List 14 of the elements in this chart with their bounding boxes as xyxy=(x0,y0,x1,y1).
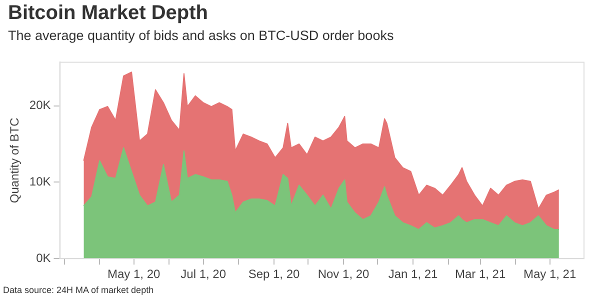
x-tick-label: Jul 1, 20 xyxy=(180,267,226,282)
x-tick-label: Nov 1, 20 xyxy=(318,267,370,282)
x-tick-label: Jan 1, 21 xyxy=(388,267,438,282)
y-axis-title: Quantity of BTC xyxy=(8,117,22,204)
y-tick-label: 10K xyxy=(29,174,51,188)
x-tick-label: Mar 1, 21 xyxy=(454,267,506,282)
source-note: Data source: 24H MA of market depth xyxy=(3,285,154,295)
y-tick-label: 0K xyxy=(36,250,51,265)
x-tick-label: May 1, 21 xyxy=(523,267,576,282)
chart-title: Bitcoin Market Depth xyxy=(8,2,208,25)
x-tick-label: May 1, 20 xyxy=(107,267,160,282)
x-tick-label: Sep 1, 20 xyxy=(248,267,300,282)
y-tick-label: 20K xyxy=(29,98,51,112)
chart-subtitle: The average quantity of bids and asks on BTC-USD order books xyxy=(8,28,394,43)
